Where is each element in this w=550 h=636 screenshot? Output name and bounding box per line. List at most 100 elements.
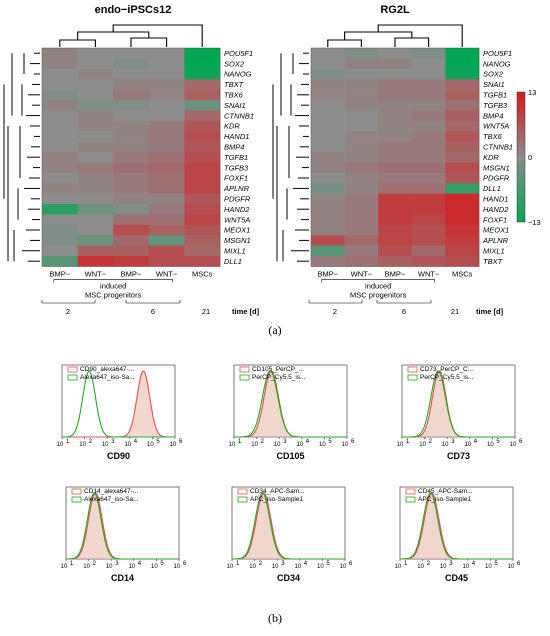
x-tick-label: 10 (229, 442, 236, 448)
legend-label: CD14_alexa647-... (84, 488, 138, 495)
heatmap-cell (113, 100, 150, 111)
heatmap-title: endo−iPSCs12 (95, 4, 172, 16)
x-tick-label: 10 (147, 442, 154, 448)
gene-label: SOX2 (224, 59, 245, 68)
heatmap-cell (77, 152, 114, 163)
gene-label: MEOX1 (224, 226, 250, 235)
dendrogram-branch (344, 31, 413, 40)
gene-label: BMP4 (483, 111, 503, 120)
gene-label: TBX6 (483, 132, 503, 141)
heatmap-cell (77, 58, 114, 70)
color-scale-rect (516, 91, 526, 223)
color-scale-bar: 13 0 −13 (516, 88, 541, 227)
x-tick-exponent: 4 (134, 439, 138, 445)
time-unit-label: time [d] (476, 307, 504, 316)
histogram-title: CD73 (447, 451, 470, 461)
heatmap-cell (344, 193, 379, 205)
heatmap-cell (344, 214, 379, 226)
heatmap-cell (184, 131, 221, 142)
heatmap-cell (184, 204, 221, 215)
legend-swatch (67, 374, 78, 381)
heatmap-cell (42, 193, 78, 205)
x-tick-label: 10 (342, 442, 349, 448)
heatmap-cell (113, 193, 150, 205)
gene-label: HAND2 (224, 205, 250, 214)
time-day-label: 2 (333, 307, 337, 316)
heatmap-cell (411, 152, 446, 163)
heatmap-cell (378, 204, 413, 215)
heatmap-cell (77, 256, 114, 267)
heatmap-cell (311, 204, 345, 215)
legend-swatch (237, 488, 248, 495)
heatmap-cell (344, 141, 379, 153)
group-label: induced (365, 281, 391, 290)
x-tick-label: 10 (419, 442, 426, 448)
histogram-title: CD90 (107, 451, 130, 461)
heatmap-cell (344, 235, 379, 246)
x-tick-exponent: 5 (328, 439, 332, 445)
x-tick-exponent: 3 (115, 561, 119, 567)
heatmap-cell (445, 183, 480, 194)
x-tick-exponent: 3 (451, 439, 455, 445)
x-tick-label: 10 (510, 442, 517, 448)
column-label: BMP− (121, 269, 142, 278)
x-tick-exponent: 1 (238, 439, 242, 445)
heatmap-cell (148, 141, 185, 153)
heatmap-cell (378, 100, 413, 111)
histogram-series-line (400, 492, 513, 560)
gene-label: BMP4 (224, 143, 244, 152)
heatmap-cell (445, 224, 480, 236)
heatmap-cell (378, 68, 413, 80)
heatmap-cell (378, 193, 413, 205)
heatmap-cell (344, 48, 379, 59)
heatmap-cell (378, 183, 413, 194)
heatmap-cell (42, 100, 78, 111)
x-tick-label: 10 (395, 564, 402, 570)
histogram-frame (401, 364, 516, 438)
heatmap-cell (311, 172, 345, 184)
heatmap-cell (445, 204, 480, 215)
legend-swatch (239, 374, 250, 381)
heatmap-cell (148, 162, 185, 174)
heatmap-cell (411, 204, 446, 215)
x-tick-label: 10 (61, 564, 68, 570)
heatmap-cell (113, 79, 150, 90)
heatmap-cell (184, 235, 221, 246)
heatmap-cell (113, 120, 150, 132)
x-tick-exponent: 1 (66, 439, 70, 445)
heatmap-cell (445, 68, 480, 80)
heatmap-cell (77, 224, 114, 236)
heatmap-cell (411, 120, 446, 132)
heatmap-cell (77, 204, 114, 215)
x-tick-label: 10 (317, 564, 324, 570)
heatmap-cell (148, 120, 185, 132)
heatmap-cell (378, 131, 413, 142)
heatmap-cell (311, 58, 345, 70)
gene-label: TGFB1 (224, 153, 248, 162)
dendrogram-branch (59, 39, 96, 47)
legend-swatch (407, 366, 418, 373)
heatmap-cell (113, 89, 150, 101)
heatmap-cell (378, 224, 413, 236)
gene-label: WNT5A (224, 215, 250, 224)
heatmap-cell (311, 68, 345, 80)
heatmap-cell (42, 68, 78, 80)
x-tick-label: 10 (249, 564, 256, 570)
gene-label: MEOX1 (483, 226, 509, 235)
histogram-fill (232, 493, 345, 559)
heatmap-cell (344, 120, 379, 132)
legend-swatch (71, 488, 82, 495)
heatmap-cell (445, 58, 480, 70)
heatmap-cell (411, 183, 446, 194)
x-tick-exponent: 6 (519, 439, 523, 445)
heatmap-cell (344, 100, 379, 111)
gene-label: POU5F1 (224, 49, 253, 58)
legend-label: CD105_PerCP_... (252, 366, 304, 373)
row-dendrogram (3, 52, 40, 262)
gene-label: NANOG (224, 70, 252, 79)
heatmap-cell (411, 141, 446, 153)
heatmap-cell (311, 162, 345, 174)
histogram-series-line (402, 370, 515, 438)
